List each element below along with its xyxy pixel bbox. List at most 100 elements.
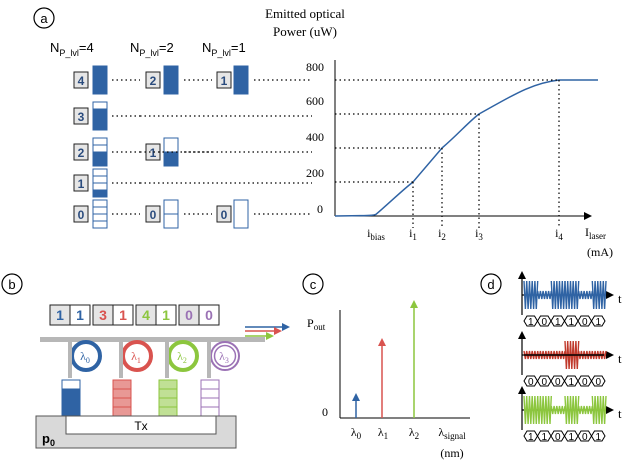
panel-d-label: d: [487, 277, 494, 292]
ring-label: λ2: [177, 349, 187, 365]
bit-value: 1: [528, 317, 534, 328]
y-tick-label: 600: [306, 94, 324, 108]
x-axis-unit: (mA): [587, 245, 613, 259]
level-segment: [163, 151, 179, 167]
x-tick-labels: ibias i1 i2 i3 i4 Ilaser (mA): [367, 225, 613, 259]
level-segment: [163, 199, 179, 215]
level-diagram: 4 3 2 1 0 2 1 0 1 0: [73, 65, 312, 229]
power-curve-line: [334, 79, 598, 217]
waveform-signal: [550, 405, 566, 415]
bit-value: 0: [582, 317, 588, 328]
code-digit: 1: [119, 307, 127, 323]
y-tick-label: 400: [306, 130, 324, 144]
waveform-signal: [523, 350, 539, 360]
level-segment: [92, 151, 108, 160]
y-tick-labels: 800 600 400 200 0: [306, 60, 324, 216]
code-digit: 0: [185, 307, 193, 323]
bit-value: 0: [582, 377, 588, 388]
code-digit: 1: [162, 307, 170, 323]
y-tick-label: 200: [306, 166, 324, 180]
panel-d-badge: [480, 273, 502, 295]
code-cell: [155, 304, 177, 326]
x-axis-label: Ilaser: [585, 225, 606, 241]
substrate-label: p0: [42, 431, 55, 448]
waveform-signal: [523, 395, 539, 425]
ring-stack-segment: [61, 388, 81, 399]
level-number-box: [73, 71, 89, 89]
level-segment: [92, 213, 108, 222]
spectrum-x-tick: λ0: [351, 425, 362, 441]
bit-value: 1: [528, 432, 534, 443]
waveform-signal: [591, 395, 607, 425]
y-tick-label: 0: [317, 202, 323, 216]
npl2-heading: NP_lvl=2: [130, 40, 174, 58]
panel-b-badge: [1, 273, 23, 295]
code-cell: [69, 304, 91, 326]
ring-stack-segment: [200, 388, 220, 399]
waveform-signal: [578, 405, 593, 415]
waveforms: t1 0 1 1 0 1t0 0 0 1 0 0t1 1 0 1 0 1: [518, 271, 622, 443]
waveform-signal: [550, 350, 566, 360]
code-digit: 1: [56, 307, 64, 323]
ring-modulators: λ0 λ1 λ2 λ3: [61, 340, 240, 417]
panel-c-badge: [302, 273, 324, 295]
ring-stack-segment: [158, 379, 178, 390]
tx-block: [65, 415, 217, 435]
level-segment: [92, 108, 108, 117]
bit-value: 0: [541, 377, 547, 388]
code-digit: 0: [205, 307, 213, 323]
bit-value: 1: [568, 432, 574, 443]
level-segment: [92, 65, 108, 74]
bit-value: 1: [595, 432, 601, 443]
bit-value: 0: [541, 317, 547, 328]
bus-waveguide: [40, 337, 265, 342]
waveform-signal: [578, 290, 593, 300]
level-segment: [92, 158, 108, 167]
ring-stack-segment: [158, 406, 178, 417]
tx-label: Tx: [134, 419, 147, 433]
bit-value: 1: [568, 317, 574, 328]
level-number-box: [73, 143, 89, 161]
waveform-signal: [591, 350, 607, 360]
level-segment: [233, 199, 249, 229]
x-tick-label: i1: [409, 226, 417, 242]
code-cell: [112, 304, 134, 326]
level-number-box: [73, 205, 89, 223]
spectrum-zero: 0: [322, 405, 328, 419]
level-number: 2: [78, 146, 85, 160]
ring-label: λ0: [80, 349, 90, 365]
level-segment: [163, 137, 179, 153]
npl4-heading: NP_lvl=4: [50, 40, 94, 58]
bit-cell: [590, 315, 606, 327]
bit-value: 1: [568, 377, 574, 388]
waveform-t-label: t: [618, 291, 622, 306]
drop-connector: [165, 342, 169, 378]
spectrum-x-tick: λsignal: [438, 425, 466, 441]
level-number-box: [145, 205, 161, 223]
level-segment: [163, 65, 179, 81]
panel-a: a Emitted optical Power (uW) NP_lvl=4 NP…: [33, 6, 613, 259]
code-digit: 1: [76, 307, 84, 323]
bit-cell: [590, 430, 606, 442]
ring-label: λ3: [219, 349, 229, 365]
ring-stack-segment: [61, 397, 81, 408]
level-segment: [92, 199, 108, 208]
code-cell: [198, 304, 220, 326]
ring-stack-segment: [112, 388, 132, 399]
level-number: 0: [78, 208, 85, 222]
bit-value: 1: [595, 317, 601, 328]
ring-stack-segment: [61, 406, 81, 417]
level-number: 3: [78, 110, 85, 124]
bit-value: 0: [555, 377, 561, 388]
spectrum-y-label: Pout: [307, 316, 326, 332]
ring-stack-segment: [61, 379, 81, 390]
bit-value: 0: [555, 432, 561, 443]
level-number: 4: [78, 74, 85, 88]
waveform-t-label: t: [618, 406, 622, 421]
ring-inner: [213, 344, 237, 368]
level-segment: [163, 213, 179, 229]
panel-b-label: b: [8, 277, 15, 292]
ring-label: λ1: [131, 349, 141, 365]
